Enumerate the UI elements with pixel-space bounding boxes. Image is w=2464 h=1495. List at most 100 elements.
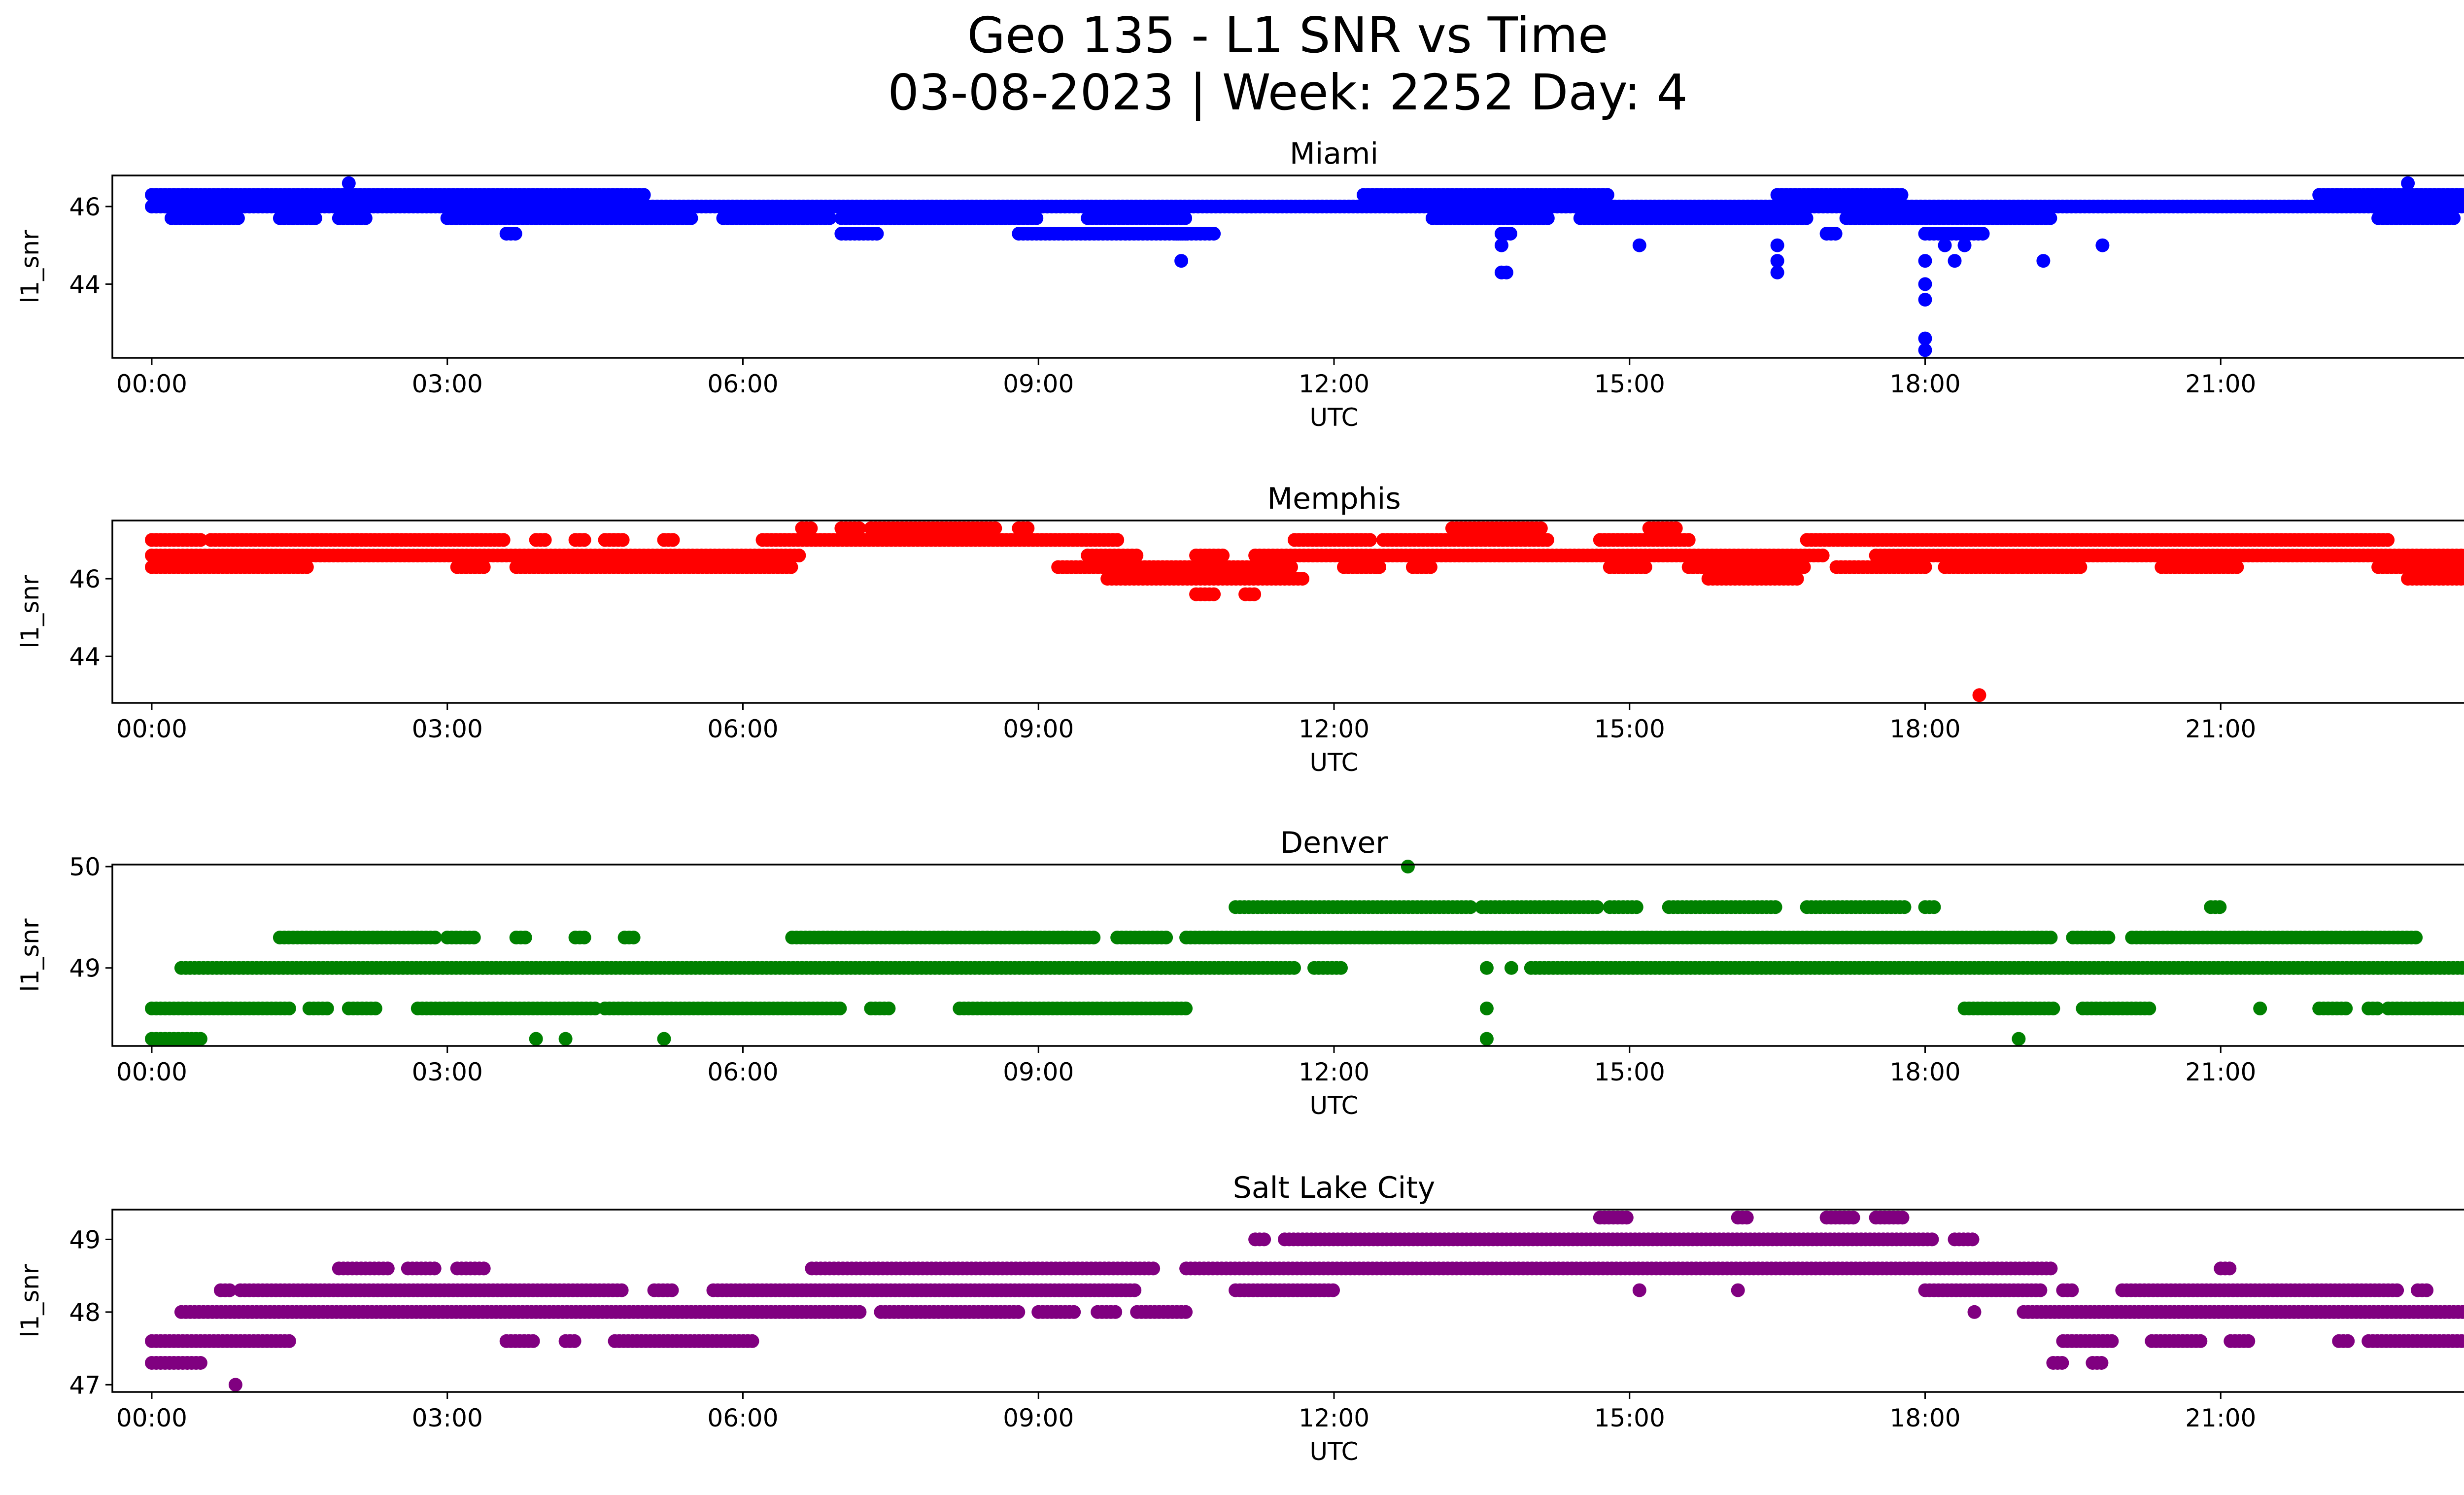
- data-point: [1770, 265, 1784, 279]
- y-tick-label: 50: [69, 853, 101, 881]
- x-axis-label: UTC: [1309, 748, 1358, 777]
- data-point: [2459, 572, 2464, 586]
- data-point: [870, 227, 884, 241]
- data-point: [666, 533, 680, 547]
- data-point: [1897, 900, 1912, 914]
- data-point: [1179, 1305, 1193, 1319]
- data-point: [1925, 1232, 1939, 1247]
- data-point: [1938, 238, 1952, 252]
- data-point: [1918, 292, 1932, 307]
- data-point: [1790, 572, 1804, 586]
- y-tick-label: 46: [69, 565, 101, 593]
- x-tick-label: 06:00: [707, 1058, 778, 1086]
- data-point: [1768, 900, 1782, 914]
- data-point: [1918, 560, 1932, 574]
- data-point: [1976, 227, 1990, 241]
- data-points: [145, 860, 2464, 1046]
- x-tick-label: 06:00: [707, 370, 778, 398]
- data-point: [1372, 560, 1386, 574]
- data-point: [1479, 1032, 1494, 1046]
- data-points: [145, 176, 2464, 357]
- data-point: [1799, 211, 1814, 225]
- data-point: [1669, 521, 1683, 535]
- y-tick-label: 44: [69, 643, 101, 671]
- y-tick-label: 49: [69, 954, 101, 983]
- data-point: [853, 1305, 867, 1319]
- x-axis-label: UTC: [1309, 1091, 1358, 1120]
- data-point: [1681, 533, 1696, 547]
- data-point: [1540, 211, 1555, 225]
- subplot-denver: 00:00 03:00 06:00 09:00 12:00 15:00 18:00 21:00…: [16, 826, 2464, 1120]
- data-point: [380, 1261, 395, 1276]
- data-point: [1503, 227, 1517, 241]
- data-point: [577, 931, 591, 944]
- data-point: [2036, 254, 2051, 268]
- data-point: [1479, 1001, 1494, 1015]
- data-point: [1632, 238, 1646, 252]
- data-point: [1067, 1305, 1081, 1319]
- data-point: [2065, 1283, 2079, 1297]
- data-point: [2390, 1283, 2404, 1297]
- data-point: [1287, 961, 1301, 975]
- data-point: [1972, 688, 1986, 702]
- data-point: [615, 1283, 629, 1297]
- data-point: [1499, 265, 1513, 279]
- x-tick-label: 03:00: [412, 1058, 483, 1086]
- data-point: [2073, 560, 2088, 574]
- data-point: [1965, 1232, 1980, 1247]
- subplot-title: Miami: [1290, 137, 1378, 171]
- x-tick-label: 12:00: [1299, 1058, 1369, 1086]
- data-point: [1087, 931, 1101, 944]
- data-point: [1257, 1232, 1271, 1247]
- x-tick-label: 09:00: [1003, 1058, 1074, 1086]
- data-point: [222, 1283, 237, 1297]
- x-tick-label: 12:00: [1299, 715, 1369, 743]
- figure-title-line1: Geo 135 - L1 SNR vs Time: [967, 6, 1608, 64]
- data-point: [2401, 176, 2415, 190]
- data-point: [2461, 1003, 2464, 1014]
- data-point: [2253, 1001, 2267, 1015]
- x-tick-label: 15:00: [1594, 370, 1665, 398]
- data-point: [1638, 560, 1652, 574]
- y-axis-label: l1_snr: [16, 918, 44, 992]
- x-tick-label: 15:00: [1594, 715, 1665, 743]
- data-point: [2012, 1032, 2026, 1046]
- subplot-title: Memphis: [1267, 482, 1401, 516]
- axes-frame: [111, 864, 2464, 1047]
- x-tick-label: 18:00: [1889, 715, 1960, 743]
- data-point: [1363, 533, 1377, 547]
- data-point: [2101, 931, 2116, 944]
- x-tick-label: 00:00: [116, 1058, 187, 1086]
- x-tick-label: 18:00: [1889, 1058, 1960, 1086]
- data-point: [1619, 1211, 1634, 1225]
- data-point: [342, 176, 356, 190]
- subplot-salt-lake-city: 00:00 03:00 06:00 09:00 12:00 15:00 18:00 21:00…: [16, 1171, 2464, 1466]
- y-tick-label: 46: [69, 193, 101, 221]
- x-tick-label: 21:00: [2185, 1058, 2256, 1086]
- data-point: [2043, 211, 2057, 225]
- data-point: [2459, 200, 2464, 213]
- data-point: [358, 211, 373, 225]
- data-point: [1846, 1211, 1860, 1225]
- data-point: [1600, 188, 1614, 202]
- data-point: [792, 548, 806, 562]
- figure-title-line2: 03-08-2023 | Week: 2252 Day: 4: [888, 64, 1688, 121]
- subplot-title: Denver: [1280, 826, 1388, 860]
- data-point: [822, 211, 837, 225]
- axes-frame: [111, 520, 2464, 704]
- data-point: [1828, 227, 1843, 241]
- data-point: [538, 533, 552, 547]
- data-point: [784, 560, 798, 574]
- data-point: [368, 1001, 382, 1015]
- x-axis-label: UTC: [1309, 403, 1358, 432]
- data-point: [1479, 961, 1494, 975]
- data-point: [518, 931, 532, 944]
- data-point: [1110, 533, 1125, 547]
- figure-title: Geo 135 - L1 SNR vs Time 03-08-2023 | We…: [0, 7, 2464, 121]
- data-point: [467, 931, 481, 944]
- data-point: [496, 533, 511, 547]
- data-point: [2459, 549, 2464, 562]
- data-points: [145, 521, 2464, 702]
- x-tick-label: 21:00: [2185, 715, 2256, 743]
